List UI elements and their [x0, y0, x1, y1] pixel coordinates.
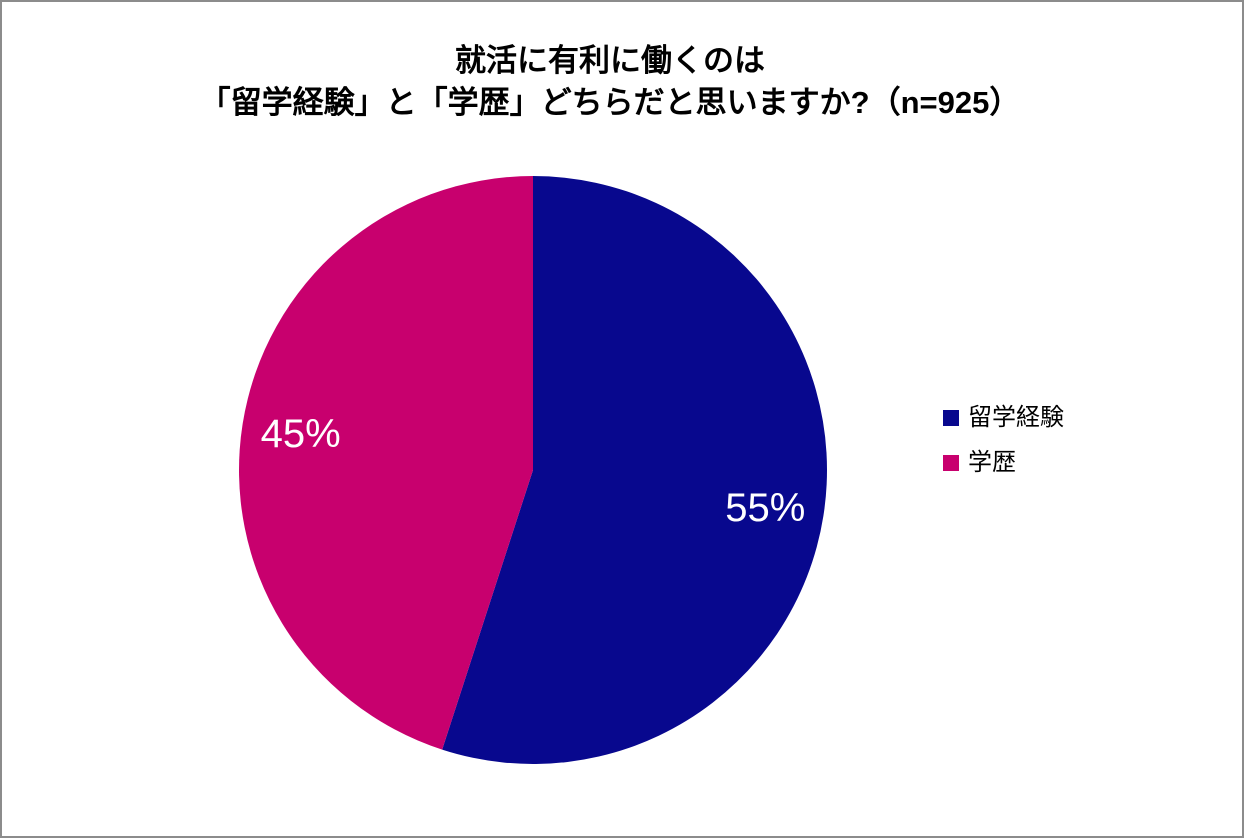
pie-data-label-2: 45% [261, 412, 341, 456]
pie-slice-1 [442, 176, 828, 764]
legend-marker-square-icon [943, 410, 959, 426]
chart-title: 就活に有利に働くのは 「留学経験」と「学歴」どちらだと思いますか?（n=925） [2, 40, 1218, 124]
legend-item: 学歴 [943, 450, 1064, 476]
chart-title-line-1: 就活に有利に働くのは [455, 43, 765, 78]
legend-label: 学歴 [968, 449, 1016, 476]
legend-item: 留学経験 [943, 405, 1064, 431]
legend: 留学経験 学歴 [943, 405, 1064, 495]
legend-marker-square-icon [943, 455, 959, 471]
chart-title-line-2: 「留学経験」と「学歴」どちらだと思いますか?（n=925） [199, 85, 1021, 120]
pie-data-label-1: 55% [725, 486, 805, 530]
legend-label: 留学経験 [968, 404, 1064, 431]
pie-slice-2 [239, 176, 533, 750]
